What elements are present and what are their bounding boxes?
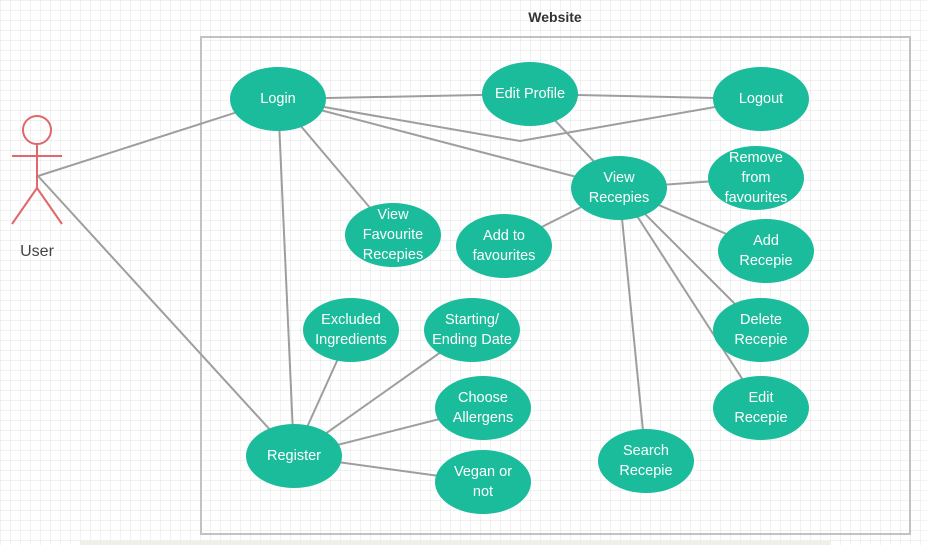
usecase-shape — [456, 214, 552, 278]
usecase-view-favourite-recepies[interactable]: View Favourite Recepies — [345, 203, 441, 267]
usecase-edit-recepie[interactable]: Edit Recepie — [713, 376, 809, 440]
usecase-label: Allergens — [453, 410, 513, 426]
usecase-label: Excluded — [321, 312, 381, 328]
association-line — [37, 175, 295, 457]
usecase-login[interactable]: Login — [230, 67, 326, 131]
system-title: Website — [528, 9, 582, 25]
usecase-label: Ingredients — [315, 332, 387, 348]
usecase-label: favourites — [725, 190, 788, 206]
usecase-label: Recepie — [734, 332, 787, 348]
association-lines — [37, 93, 767, 483]
usecase-remove-from-favourites[interactable]: Remove from favourites — [708, 146, 804, 210]
usecase-label: Recepies — [363, 247, 423, 263]
usecase-label: Add — [753, 233, 779, 249]
usecase-label: Edit Profile — [495, 86, 565, 102]
usecase-shape — [718, 219, 814, 283]
usecase-label: Add to — [483, 228, 525, 244]
usecase-label: Delete — [740, 312, 782, 328]
usecase-starting-ending-date[interactable]: Starting/Ending Date — [424, 298, 520, 362]
stick-figure-icon — [11, 115, 63, 225]
usecase-label: not — [473, 484, 493, 500]
usecase-excluded-ingredients[interactable]: Excluded Ingredients — [303, 298, 399, 362]
usecase-shape — [713, 376, 809, 440]
usecase-shape — [571, 156, 667, 220]
usecase-edit-profile[interactable]: Edit Profile — [482, 62, 578, 126]
usecase-shape — [598, 429, 694, 493]
usecase-shape — [482, 62, 578, 126]
usecase-label: Logout — [739, 91, 783, 107]
usecase-label: Remove — [729, 150, 783, 166]
usecase-add-recepie[interactable]: Add Recepie — [718, 219, 814, 283]
usecase-label: Edit — [749, 390, 774, 406]
usecase-shape — [230, 67, 326, 131]
usecase-delete-recepie[interactable]: Delete Recepie — [713, 298, 809, 362]
usecase-label: View — [377, 207, 409, 223]
usecase-label: View — [603, 170, 635, 186]
usecase-add-to-favourites[interactable]: Add to favourites — [456, 214, 552, 278]
association-line — [618, 187, 762, 409]
usecase-vegan-or-not[interactable]: Vegan or not — [435, 450, 531, 514]
association-line — [277, 98, 620, 189]
usecase-logout[interactable]: Logout — [713, 67, 809, 131]
usecase-label: Recepie — [619, 463, 672, 479]
usecase-label: Login — [260, 91, 295, 107]
usecase-shape — [708, 146, 804, 210]
usecase-label: Favourite — [363, 227, 423, 243]
association-line — [277, 98, 295, 457]
usecase-label: Choose — [458, 390, 508, 406]
usecase-shape — [424, 298, 520, 362]
usecase-label: Search — [623, 443, 669, 459]
usecase-label: Recepies — [589, 190, 649, 206]
usecase-label: Register — [267, 448, 321, 464]
use-cases: Login Edit Profile Logout View Recepies Remov… — [230, 62, 814, 514]
association-line — [618, 187, 647, 462]
usecase-shape — [303, 298, 399, 362]
usecase-shape — [345, 203, 441, 267]
usecase-label: Starting/ — [445, 312, 500, 328]
usecase-choose-allergens[interactable]: Choose Allergens — [435, 376, 531, 440]
usecase-label: Recepie — [739, 253, 792, 269]
actor-user[interactable]: User — [11, 115, 63, 260]
usecase-shape — [435, 450, 531, 514]
usecase-label: from — [742, 170, 771, 186]
usecase-shape — [713, 67, 809, 131]
usecase-label: Ending Date — [432, 332, 512, 348]
usecase-shape — [713, 298, 809, 362]
association-line — [277, 98, 762, 143]
actor-label: User — [20, 243, 54, 260]
usecase-label: Recepie — [734, 410, 787, 426]
system-boundary — [200, 36, 911, 535]
bottom-strip — [80, 541, 830, 545]
usecase-search-recepie[interactable]: Search Recepie — [598, 429, 694, 493]
usecase-shape — [435, 376, 531, 440]
usecase-shape — [246, 424, 342, 488]
usecase-label: favourites — [473, 248, 536, 264]
usecase-register[interactable]: Register — [246, 424, 342, 488]
usecase-view-recepies[interactable]: View Recepies — [571, 156, 667, 220]
usecase-label: Vegan or — [454, 464, 512, 480]
